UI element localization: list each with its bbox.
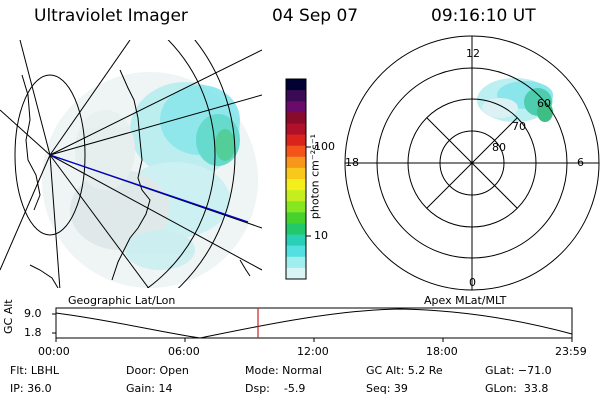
status-mode: Mode: Normal: [245, 364, 322, 377]
colorbar-segment: [286, 267, 306, 280]
colorbar-segment: [286, 79, 306, 91]
colorbar-segment: [286, 156, 306, 169]
altitude-curve: [55, 308, 573, 339]
colorbar-segment: [286, 90, 306, 102]
right-panel-label: Apex MLat/MLT: [424, 294, 507, 307]
colorbar-segment: [286, 201, 306, 213]
colorbar-segment: [286, 112, 306, 124]
timeline-ytick-low: 1.8: [24, 326, 42, 339]
mlt-label-18: 18: [345, 156, 359, 169]
timeline-ytick-high: 9.0: [24, 307, 42, 320]
colorbar-segment: [286, 212, 306, 224]
mlat-label-60: 60: [537, 97, 551, 110]
colorbar-segment: [286, 134, 306, 147]
instrument-title: Ultraviolet Imager: [34, 6, 188, 26]
status-dsp: Dsp: -5.9: [245, 382, 306, 395]
timeline-xtick-1200: 12:00: [297, 345, 329, 358]
timeline-axis-label: GC Alt: [2, 299, 15, 334]
colorbar-segment: [286, 179, 306, 191]
mlt-label-6: 6: [577, 156, 584, 169]
mlt-label-0: 0: [469, 276, 476, 289]
colorbar-segment: [286, 234, 306, 247]
colorbar-segment: [286, 223, 306, 236]
timeline-xtick-0600: 06:00: [168, 345, 200, 358]
observation-date: 04 Sep 07: [272, 6, 359, 26]
status-filter: Flt: LBHL: [10, 364, 59, 377]
colorbar-tick-100: 100: [314, 140, 335, 153]
colorbar-segment: [286, 245, 306, 258]
mlt-label-12: 12: [466, 47, 480, 60]
mlat-label-80: 80: [492, 141, 506, 154]
status-ip: IP: 36.0: [10, 382, 52, 395]
status-glat: GLat: −71.0: [485, 364, 552, 377]
timeline-xtick-2359: 23:59: [555, 345, 587, 358]
polar-aurora: [477, 78, 553, 122]
colorbar-segment: [286, 190, 306, 202]
status-gc-alt: GC Alt: 5.2 Re: [366, 364, 443, 377]
observation-time: 09:16:10 UT: [431, 6, 536, 26]
timeline-xtick-0000: 00:00: [38, 345, 70, 358]
status-glon: GLon: 33.8: [485, 382, 549, 395]
coastline: [21, 69, 251, 288]
colorbar-tick-10: 10: [314, 229, 328, 242]
colorbar-segment: [286, 101, 306, 113]
status-seq: Seq: 39: [366, 382, 408, 395]
colorbar-segment: [286, 145, 306, 158]
sun-direction-line: [49, 154, 249, 223]
status-gain: Gain: 14: [126, 382, 173, 395]
colorbar-segment: [286, 123, 306, 136]
left-panel-label: Geographic Lat/Lon: [68, 294, 176, 307]
status-door: Door: Open: [126, 364, 189, 377]
timeline-xtick-1800: 18:00: [426, 345, 458, 358]
colorbar-segment: [286, 256, 306, 269]
colorbar-segment: [286, 167, 306, 180]
mlat-label-70: 70: [512, 120, 526, 133]
